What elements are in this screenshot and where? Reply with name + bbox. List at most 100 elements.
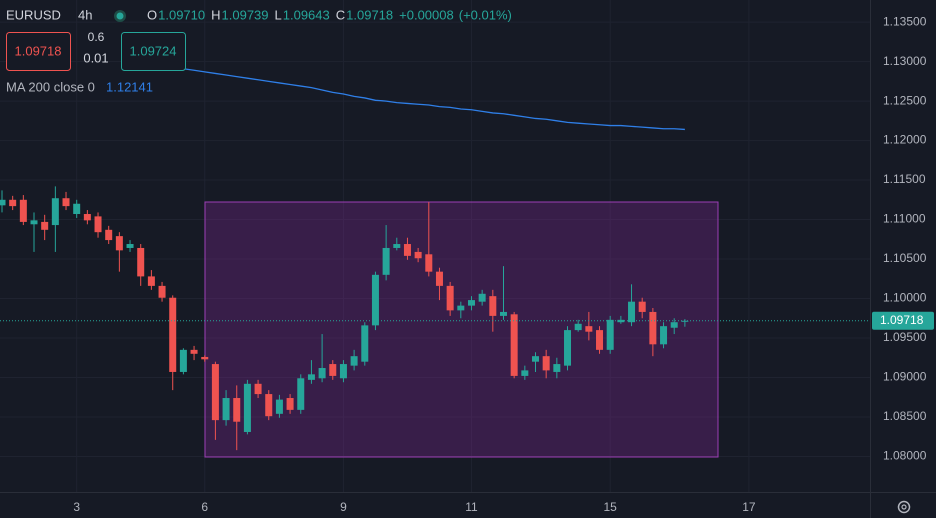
candle-body — [19, 199, 27, 222]
candle-body — [115, 236, 123, 251]
ohlc-key: C — [336, 7, 345, 22]
candle-body — [435, 271, 443, 286]
y-tick-label: 1.09500 — [883, 330, 927, 344]
candle-body — [499, 311, 507, 316]
candle-body — [190, 349, 198, 354]
header: EURUSD 4h O 1.09710 H 1.09739 L 1.09643 C 1.097… — [6, 7, 512, 22]
candle-body — [403, 244, 411, 256]
candle-body — [147, 276, 155, 286]
status-dot — [116, 12, 124, 20]
candle-body — [169, 297, 177, 372]
candle-body — [30, 220, 38, 225]
ohlc-value: 1.09739 — [222, 7, 269, 22]
drawn-rectangle[interactable] — [204, 201, 719, 458]
change-percent: (+0.01%) — [459, 7, 512, 22]
candle-body — [307, 374, 315, 380]
candle-body — [371, 274, 379, 326]
candle-body — [393, 244, 401, 248]
candle-body — [478, 293, 486, 302]
candle-body — [73, 203, 81, 215]
candle-body — [41, 221, 49, 230]
ohlc: O 1.09710 H 1.09739 L 1.09643 C 1.09718 +0.00008… — [147, 7, 512, 22]
candle-body — [297, 378, 305, 410]
ohlc-value: 1.09718 — [346, 7, 393, 22]
candle-body — [158, 285, 166, 298]
candle-body — [606, 319, 614, 350]
candle-body — [83, 214, 91, 221]
candle-body — [339, 364, 347, 379]
last-price-label: 1.09718 — [880, 313, 924, 327]
candle-body — [564, 330, 572, 366]
y-tick-label: 1.11000 — [883, 212, 926, 226]
candle-body — [179, 349, 187, 372]
quantity[interactable]: 0.01 — [83, 50, 108, 65]
candle-body — [51, 198, 59, 226]
y-tick-label: 1.10500 — [883, 251, 927, 265]
sell-price: 1.09718 — [15, 43, 62, 58]
candle-body — [628, 301, 636, 323]
candle-body — [126, 244, 134, 248]
plot — [0, 68, 870, 451]
candle-body — [585, 326, 593, 332]
candle-body — [350, 356, 358, 366]
y-tick-label: 1.10000 — [883, 291, 927, 305]
y-tick-label: 1.13500 — [883, 14, 927, 28]
candle-body — [510, 314, 518, 376]
gear-ring — [897, 500, 911, 514]
ohlc-key: L — [275, 7, 282, 22]
candle-body — [243, 383, 251, 432]
x-tick-label: 6 — [201, 500, 208, 514]
candle-body — [211, 364, 219, 421]
change: +0.00008 — [399, 7, 454, 22]
candle-body — [425, 254, 433, 272]
settings-icon[interactable] — [897, 500, 911, 514]
candle-body — [361, 325, 369, 362]
candle-body — [660, 326, 668, 345]
ohlc-key: O — [147, 7, 157, 22]
x-tick-label: 15 — [604, 500, 618, 514]
interval[interactable]: 4h — [78, 7, 92, 22]
candle-body — [0, 199, 6, 206]
ohlc-key: H — [211, 7, 220, 22]
y-tick-label: 1.09000 — [883, 370, 927, 384]
last-price-tag — [872, 311, 934, 330]
candle-body — [532, 356, 539, 362]
x-tick-label: 9 — [340, 500, 347, 514]
candle-body — [382, 247, 390, 275]
sell-button[interactable] — [6, 32, 71, 71]
candle-body — [62, 198, 70, 207]
x-tick-label: 17 — [742, 500, 756, 514]
candle-body — [617, 319, 625, 323]
x-tick-label: 11 — [465, 500, 478, 514]
y-tick-label: 1.11500 — [883, 172, 926, 186]
candle-body — [105, 229, 113, 241]
candle-body — [94, 216, 102, 233]
candle-body — [467, 300, 475, 306]
x-tick-label: 3 — [73, 500, 80, 514]
symbol[interactable]: EURUSD — [6, 7, 61, 22]
candle-body — [596, 330, 604, 350]
candle-body — [222, 398, 230, 421]
y-tick-label: 1.08500 — [883, 409, 927, 423]
candle-body — [414, 251, 422, 259]
ohlc-value: 1.09710 — [158, 7, 205, 22]
candle-body — [137, 247, 145, 277]
candle-body — [201, 356, 209, 360]
candle-body — [286, 398, 294, 410]
candle-body — [233, 398, 241, 422]
candle-body — [329, 364, 337, 376]
trade-panel: 1.09718 0.6 0.01 1.09724 — [6, 30, 186, 71]
candle-body — [489, 296, 497, 316]
y-tick-label: 1.08000 — [883, 449, 927, 463]
y-tick-label: 1.13000 — [883, 54, 927, 68]
candle-body — [542, 356, 550, 371]
candle-body — [254, 383, 262, 395]
candle-body — [521, 370, 529, 376]
candle-body — [265, 394, 273, 417]
ma-legend[interactable]: MA 200 close 0 — [6, 79, 95, 94]
buy-button[interactable] — [121, 32, 186, 71]
ohlc-value: 1.09643 — [283, 7, 330, 22]
candle-body — [318, 368, 326, 379]
ma-line — [183, 68, 685, 131]
y-tick-label: 1.12000 — [883, 133, 927, 147]
